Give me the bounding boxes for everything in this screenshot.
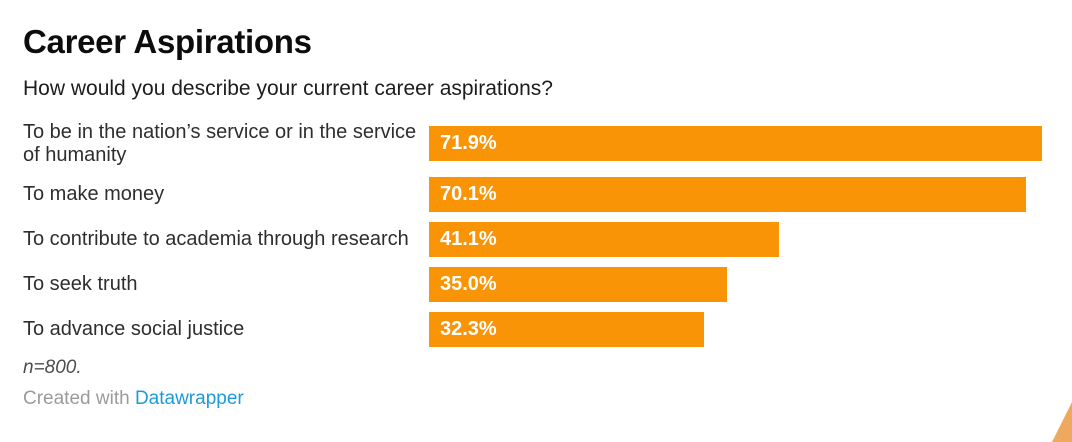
bar-track: 71.9% <box>429 126 1068 162</box>
bar[interactable]: 41.1% <box>429 221 780 257</box>
bar[interactable]: 71.9% <box>429 126 1042 162</box>
chart-row: To contribute to academia through resear… <box>23 221 1068 257</box>
bar[interactable]: 35.0% <box>429 266 728 302</box>
category-label: To make money <box>23 182 165 205</box>
bar-value-label: 35.0% <box>440 272 497 295</box>
chart-row: To make money 70.1% <box>23 176 1068 212</box>
bar-value-label: 32.3% <box>440 317 497 340</box>
category-label: To be in the nation’s service or in the … <box>23 120 417 166</box>
bar-value-label: 70.1% <box>440 182 497 205</box>
chart-row: To be in the nation’s service or in the … <box>23 121 1068 167</box>
attribution: Created with Datawrapper <box>23 388 1068 410</box>
bar-value-label: 41.1% <box>440 227 497 250</box>
sample-size-note: n=800. <box>23 356 82 378</box>
bar-track: 41.1% <box>429 221 1068 257</box>
chart-row: To seek truth 35.0% <box>23 266 1068 302</box>
bar-track: 32.3% <box>429 311 1068 347</box>
chart-row: To advance social justice 32.3% <box>23 311 1068 347</box>
category-label: To seek truth <box>23 272 138 295</box>
bar[interactable]: 32.3% <box>429 311 705 347</box>
datawrapper-link[interactable]: Datawrapper <box>134 387 244 409</box>
bar-value-label: 71.9% <box>440 132 497 155</box>
attribution-prefix: Created with <box>23 387 135 409</box>
chart-title: Career Aspirations <box>23 23 312 60</box>
category-label: To contribute to academia through resear… <box>23 227 409 250</box>
bar-track: 35.0% <box>429 266 1068 302</box>
bar-chart: To be in the nation’s service or in the … <box>23 121 1068 347</box>
bar[interactable]: 70.1% <box>429 176 1027 212</box>
bar-track: 70.1% <box>429 176 1068 212</box>
category-label: To advance social justice <box>23 317 245 340</box>
chart-subtitle: How would you describe your current care… <box>23 76 553 100</box>
